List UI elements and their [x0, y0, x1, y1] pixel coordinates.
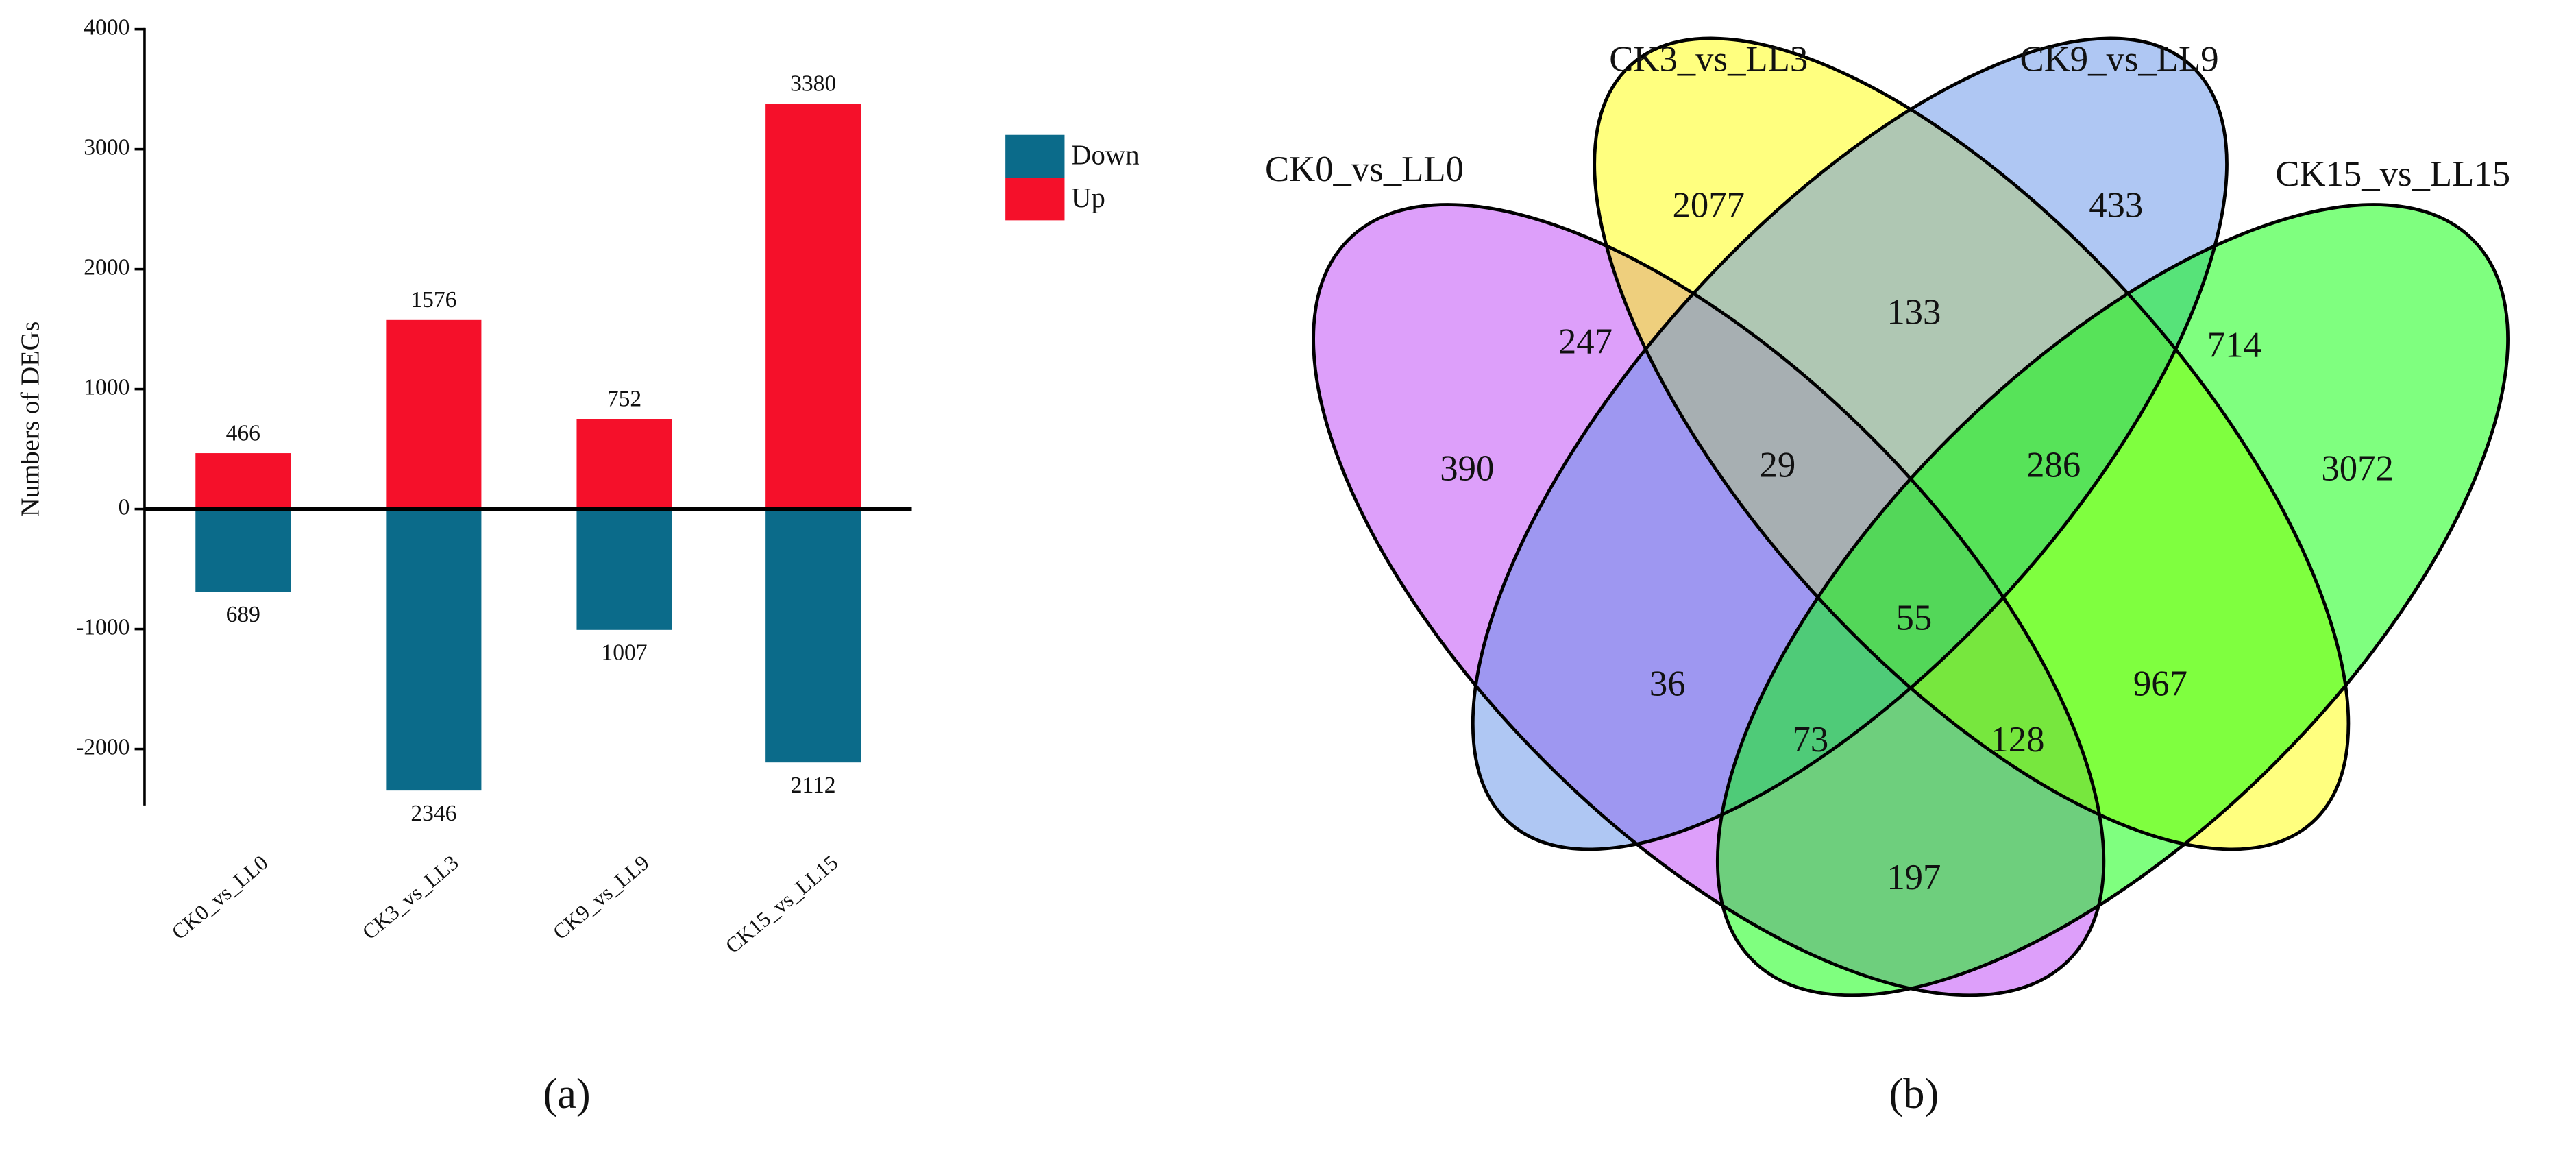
value-label: 1007 — [601, 640, 647, 665]
region-count: 390 — [1440, 448, 1494, 488]
region-count: 433 — [2089, 186, 2143, 226]
venn-outline — [1471, 36, 2229, 851]
venn-outline — [1593, 36, 2351, 851]
legend-label: Up — [1071, 182, 1105, 213]
legend-label: Down — [1071, 140, 1140, 171]
bar — [386, 509, 482, 791]
legend-swatch — [1005, 178, 1065, 221]
x-tick-label: CK9_vs_LL9 — [548, 850, 654, 944]
value-label: 1576 — [410, 287, 456, 313]
value-label: 689 — [226, 602, 260, 627]
venn-outline — [1312, 203, 2106, 997]
region-count: 197 — [1887, 858, 1941, 897]
region-count: 73 — [1792, 720, 1828, 760]
value-label: 2346 — [410, 801, 456, 826]
region-count: 133 — [1887, 293, 1941, 332]
region-count: 967 — [2133, 664, 2187, 703]
y-tick-label: 0 — [119, 494, 130, 520]
venn-set — [1717, 204, 2508, 995]
bar — [195, 509, 291, 592]
value-label: 466 — [226, 420, 260, 446]
panel-label: (a) — [543, 1070, 590, 1117]
region-count: 247 — [1558, 322, 1612, 362]
bar — [576, 509, 672, 630]
y-tick-label: 2000 — [84, 254, 130, 280]
legend-swatch — [1005, 134, 1065, 178]
region-count: 29 — [1760, 445, 1796, 485]
value-label: 3380 — [790, 71, 836, 96]
set-label: CK3_vs_LL3 — [1609, 39, 1808, 79]
panel-label: (b) — [1889, 1070, 1939, 1117]
set-label: CK15_vs_LL15 — [2275, 154, 2510, 194]
y-tick-label: 3000 — [84, 134, 130, 160]
y-tick-label: -1000 — [76, 614, 130, 640]
region-count: 3072 — [2321, 448, 2393, 488]
region-count: 286 — [2026, 445, 2081, 485]
region-count: 128 — [1990, 720, 2044, 760]
region-count: 714 — [2207, 325, 2261, 365]
y-tick-label: 4000 — [84, 14, 130, 40]
x-tick-label: CK0_vs_LL0 — [167, 850, 273, 944]
set-label: CK9_vs_LL9 — [2020, 39, 2219, 79]
value-label: 2112 — [791, 773, 836, 798]
y-axis-title: Numbers of DEGs — [16, 322, 45, 517]
x-tick-label: CK15_vs_LL15 — [721, 850, 843, 958]
y-tick-label: 1000 — [84, 374, 130, 400]
bar — [386, 319, 482, 509]
x-tick-label: CK3_vs_LL3 — [358, 850, 463, 944]
value-label: 752 — [607, 386, 641, 411]
venn-set — [1473, 38, 2227, 849]
bar — [765, 104, 861, 509]
region-count: 36 — [1649, 664, 1686, 703]
set-label: CK0_vs_LL0 — [1265, 149, 1464, 189]
region-count: 55 — [1896, 598, 1933, 638]
venn-outline — [1715, 203, 2510, 997]
bar — [576, 419, 672, 509]
bar — [765, 509, 861, 763]
bar — [195, 453, 291, 509]
region-count: 2077 — [1672, 186, 1744, 226]
y-tick-label: -2000 — [76, 734, 130, 760]
